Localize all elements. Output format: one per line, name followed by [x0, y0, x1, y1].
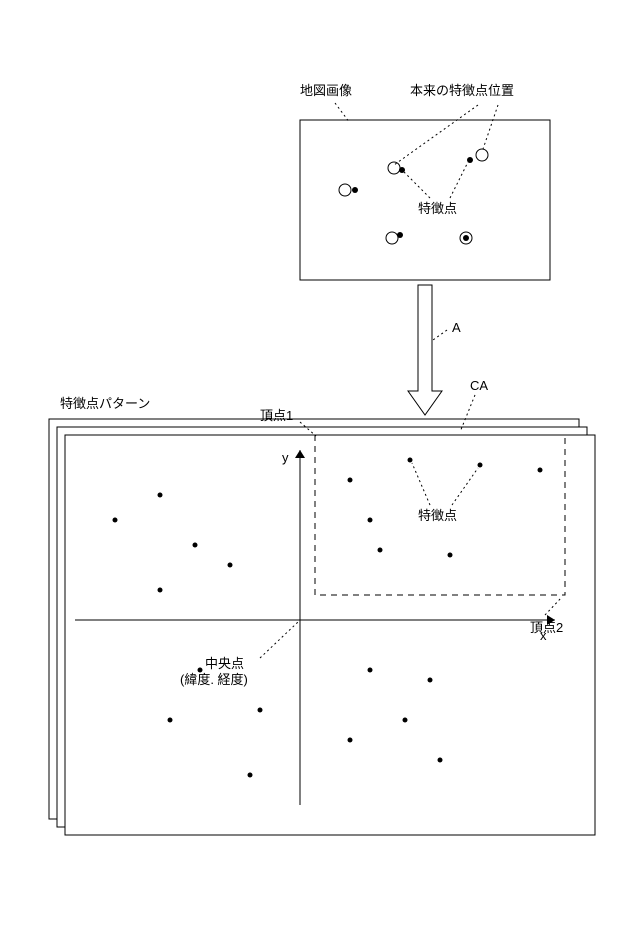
- pattern-point: [158, 493, 163, 498]
- label-ca: CA: [470, 378, 488, 393]
- pattern-point: [228, 563, 233, 568]
- label-x: x: [540, 628, 547, 643]
- feature-point: [463, 235, 469, 241]
- pattern-point: [348, 738, 353, 743]
- pattern-point: [258, 708, 263, 713]
- label-map-image: 地図画像: [300, 83, 352, 98]
- pattern-point: [158, 588, 163, 593]
- pattern-point: [168, 718, 173, 723]
- pattern-point: [248, 773, 253, 778]
- pattern-point: [438, 758, 443, 763]
- label-feature-point-top: 特徴点: [418, 201, 457, 216]
- label-vertex2: 頂点2: [530, 620, 563, 635]
- pattern-point: [403, 718, 408, 723]
- pattern-point: [428, 678, 433, 683]
- pattern-point: [448, 553, 453, 558]
- label-vertex1: 頂点1: [260, 408, 293, 423]
- transform-arrow: [408, 285, 442, 415]
- pattern-point: [378, 548, 383, 553]
- pattern-point: [113, 518, 118, 523]
- feature-point: [352, 187, 358, 193]
- pattern-layer: [65, 435, 595, 835]
- label-center-2: (緯度. 経度): [180, 672, 248, 687]
- label-y: y: [282, 450, 289, 465]
- pattern-point: [538, 468, 543, 473]
- pattern-point: [478, 463, 483, 468]
- pattern-point: [348, 478, 353, 483]
- feature-point: [397, 232, 403, 238]
- pattern-point: [408, 458, 413, 463]
- label-a: A: [452, 320, 461, 335]
- map-image-box: [300, 120, 550, 280]
- pattern-point: [193, 543, 198, 548]
- pattern-point: [368, 668, 373, 673]
- label-center-1: 中央点: [205, 656, 244, 671]
- label-feature-pattern: 特徴点パターン: [60, 396, 150, 411]
- pattern-point: [368, 518, 373, 523]
- label-true-feature-pos: 本来の特徴点位置: [410, 83, 514, 98]
- label-feature-point-bottom: 特徴点: [418, 508, 457, 523]
